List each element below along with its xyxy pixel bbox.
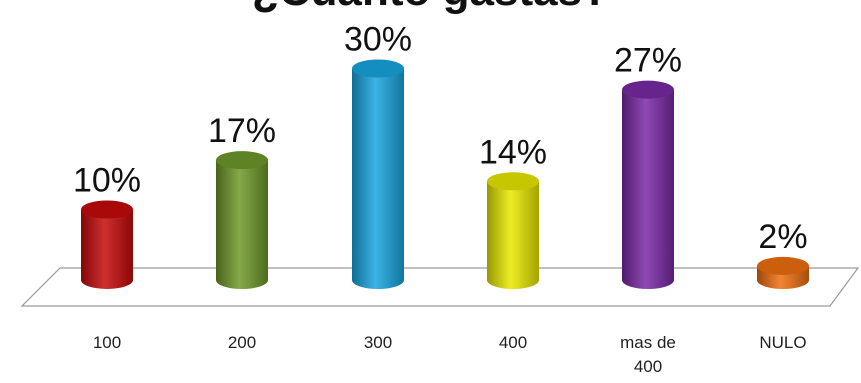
bar-4 [622,89,674,290]
category-label-1: 200 [228,333,256,352]
bar-top-1 [216,151,268,170]
bar-top-0 [81,200,133,219]
bar-0 [81,209,133,289]
category-label-0: 100 [93,333,121,352]
category-label-4: mas de 400 [620,333,676,376]
data-label-2: 30% [344,21,412,59]
chart-title: ¿Cuánto gastas? [0,0,861,16]
bar-1 [216,160,268,289]
labels-layer: 10% 100 17% 200 30% 300 14% 400 27% mas de 400 2% NU… [73,21,808,377]
bar-top-3 [487,172,539,191]
category-label-5: NULO [759,333,806,352]
category-label-2: 300 [364,333,392,352]
data-label-3: 14% [479,133,547,171]
data-label-1: 17% [208,112,276,150]
data-label-4: 27% [614,42,682,80]
bar-3 [487,181,539,289]
chart-floor [20,267,860,307]
category-label-3: 400 [499,333,527,352]
bar-top-4 [622,80,674,99]
bar-top-5 [757,256,809,275]
data-label-5: 2% [758,218,807,256]
bar-top-2 [352,59,404,78]
data-label-0: 10% [73,162,141,200]
bars-layer [81,59,809,290]
bar-2 [352,68,404,289]
